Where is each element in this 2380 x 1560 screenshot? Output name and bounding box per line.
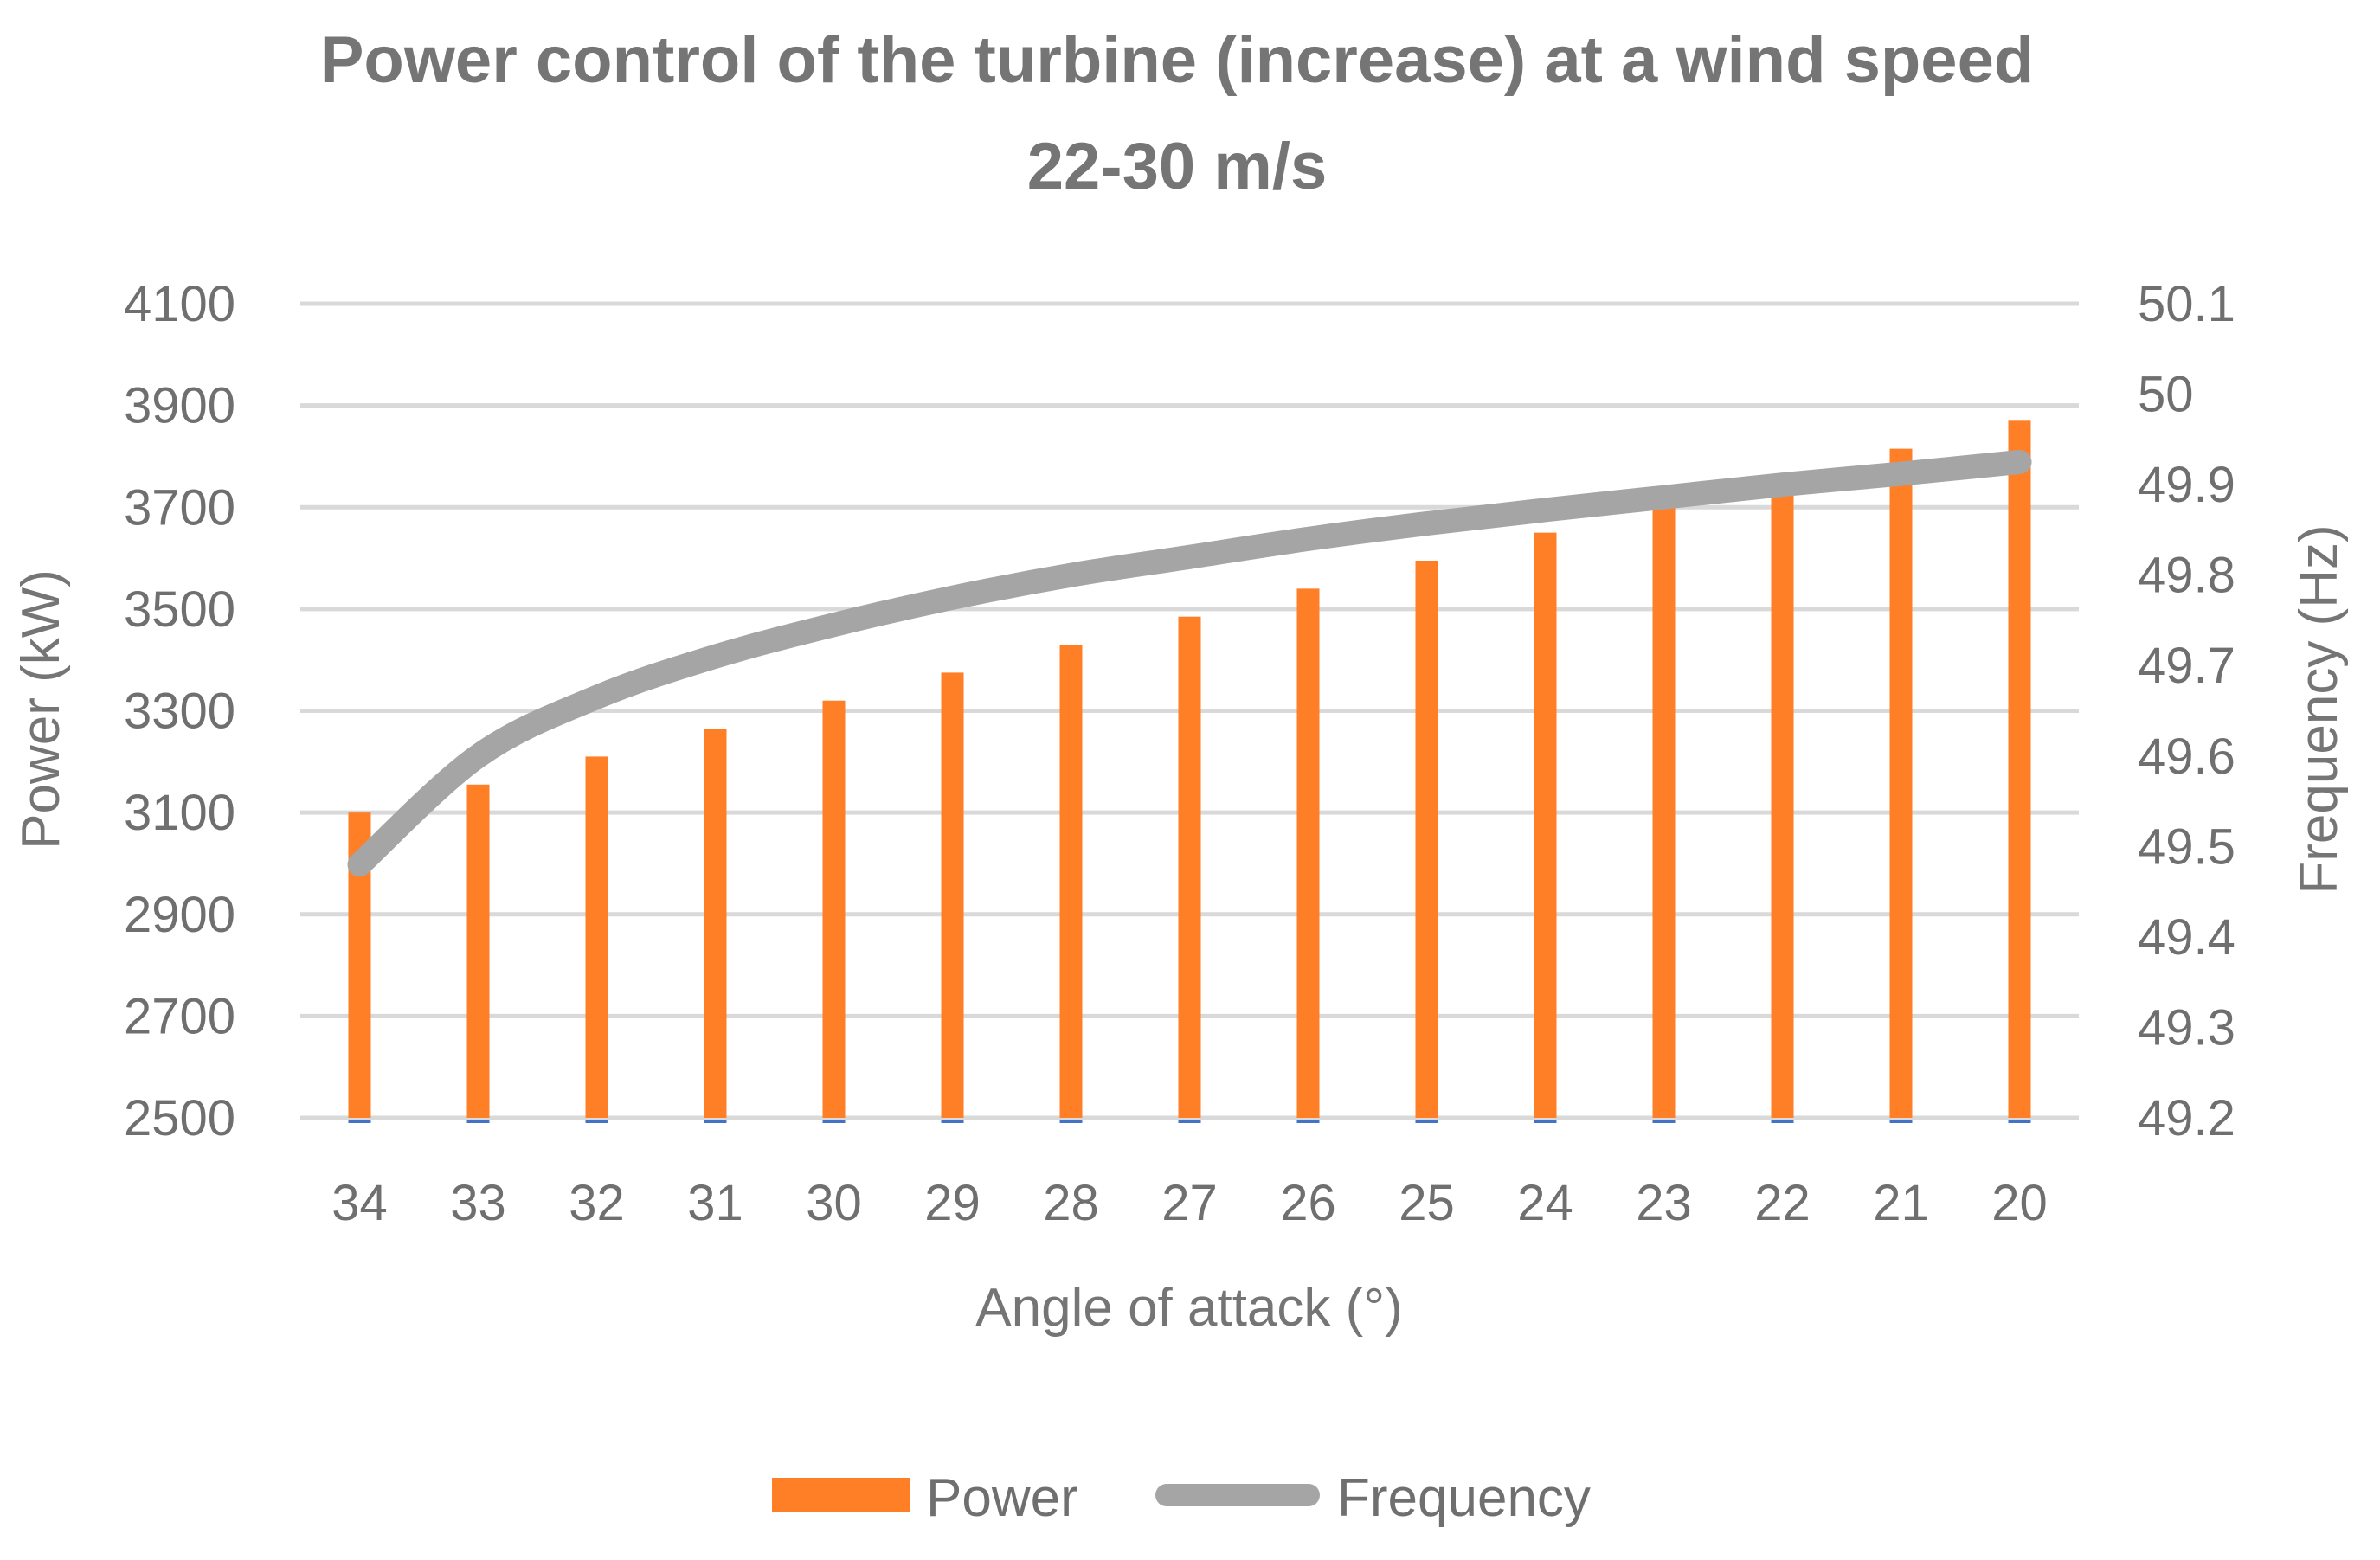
x-tick-label: 34	[331, 1175, 388, 1231]
y2-tick-label: 50.1	[2138, 276, 2235, 332]
x-axis-title: Angle of attack (°)	[975, 1278, 1402, 1338]
y2-axis-title: Frequency (Hz)	[2289, 524, 2349, 894]
x-tick-label: 28	[1043, 1175, 1099, 1231]
y2-tick-label: 49.2	[2138, 1090, 2235, 1146]
power-bar	[1296, 588, 1320, 1118]
y2-tick-label: 49.8	[2138, 548, 2235, 604]
legend-frequency-label: Frequency	[1337, 1468, 1591, 1528]
power-bar	[466, 784, 490, 1118]
x-tick-label: 25	[1399, 1175, 1455, 1231]
y-tick-label: 2900	[124, 887, 235, 943]
y2-tick-label: 49.5	[2138, 819, 2235, 875]
x-tick-label: 22	[1754, 1175, 1811, 1231]
frequency-line-layer	[347, 449, 2032, 877]
x-tick-label: 20	[1991, 1175, 2048, 1231]
power-bar	[585, 756, 608, 1118]
x-tick-label: 32	[569, 1175, 625, 1231]
power-bar	[1415, 561, 1438, 1118]
y2-tick-label: 49.3	[2138, 999, 2235, 1056]
power-bar	[822, 700, 846, 1118]
power-bar	[1889, 448, 1913, 1118]
y-axis-title: Power (kW)	[11, 569, 71, 850]
power-bar	[1178, 616, 1201, 1118]
y2-tick-label: 49.9	[2138, 457, 2235, 513]
y-tick-label: 3900	[124, 378, 235, 434]
y2-tick-label: 49.4	[2138, 909, 2235, 966]
y-tick-label: 2700	[124, 988, 235, 1044]
y-tick-label: 3500	[124, 581, 235, 638]
legend-power-swatch	[772, 1478, 910, 1512]
power-bar	[1771, 474, 1794, 1118]
x-tick-label: 23	[1636, 1175, 1692, 1231]
power-bar	[1059, 645, 1083, 1118]
legend: Power Frequency	[772, 1468, 1591, 1528]
y-tick-label: 3300	[124, 684, 235, 740]
chart-title-line-2: 22-30 m/s	[1027, 130, 1327, 203]
power-bar	[704, 729, 727, 1118]
y-tick-label: 3700	[124, 479, 235, 536]
x-tick-label: 30	[806, 1175, 862, 1231]
y2-tick-label: 50	[2138, 367, 2194, 423]
x-tick-label: 21	[1873, 1175, 1929, 1231]
x-tick-label: 31	[687, 1175, 743, 1231]
power-bar	[2008, 420, 2031, 1118]
y-axis-ticks: 2500 2700 2900 3100 3300 3500 3700 3900 4100	[124, 276, 235, 1146]
power-bars	[348, 420, 2031, 1123]
x-tick-label: 29	[924, 1175, 981, 1231]
y-tick-label: 3100	[124, 785, 235, 841]
y2-tick-label: 49.7	[2138, 638, 2235, 694]
chart-title-line-1: Power control of the turbine (increase) …	[320, 23, 2035, 97]
y2-tick-label: 49.6	[2138, 729, 2235, 785]
power-bar	[941, 672, 964, 1118]
y-tick-label: 4100	[124, 276, 235, 332]
x-tick-label: 33	[450, 1175, 506, 1231]
x-axis-ticks: 34 33 32 31 30 29 28 27 26 25 24 23 22 21 20	[331, 1175, 2048, 1231]
y-tick-label: 2500	[124, 1090, 235, 1146]
x-tick-label: 26	[1280, 1175, 1336, 1231]
power-bar	[1534, 532, 1557, 1118]
x-tick-label: 27	[1161, 1175, 1218, 1231]
power-bar	[1652, 502, 1676, 1118]
x-tick-label: 24	[1517, 1175, 1573, 1231]
y2-axis-ticks: 49.2 49.3 49.4 49.5 49.6 49.7 49.8 49.9 50 50.1	[2138, 276, 2235, 1146]
frequency-line	[347, 449, 2032, 877]
legend-power-label: Power	[926, 1468, 1078, 1528]
